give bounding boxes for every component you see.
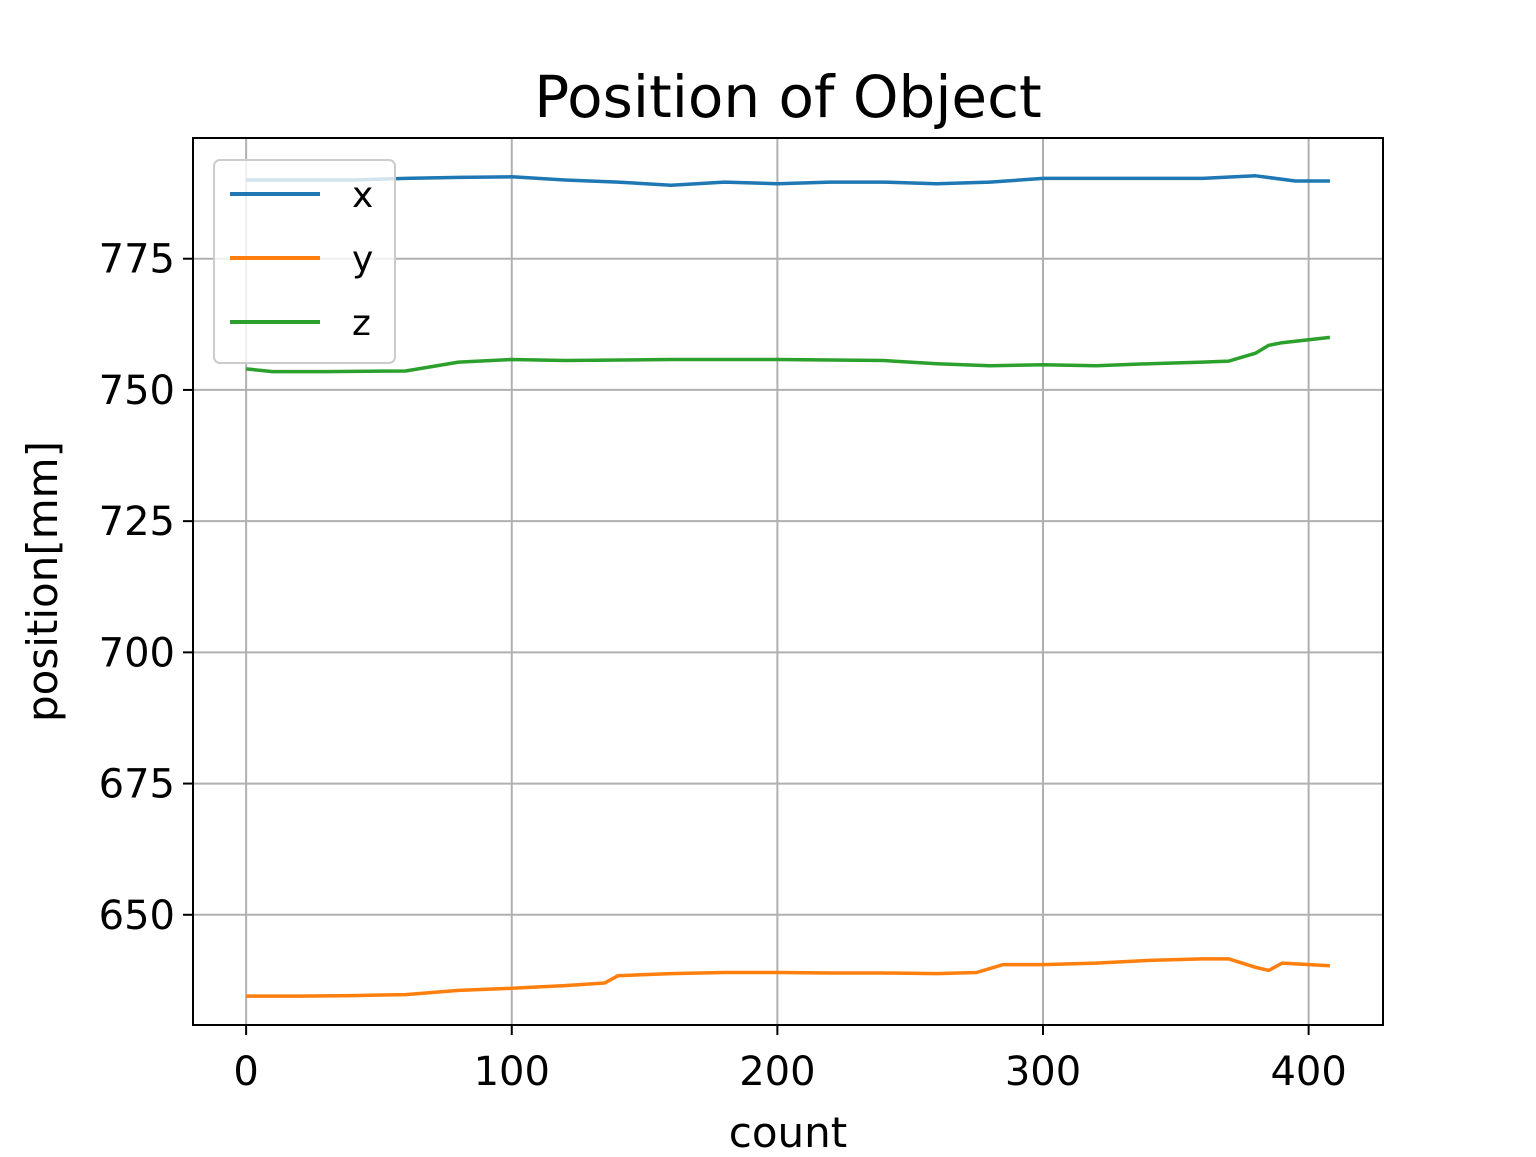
y-tick-label: 750 (99, 368, 175, 414)
series-lines (245, 174, 1331, 998)
plot-area-frame (192, 137, 1384, 1026)
legend-label-x: x (352, 175, 373, 216)
x-tick-label: 100 (474, 1049, 550, 1095)
x-tick-label: 0 (233, 1049, 258, 1095)
legend-label-z: z (352, 303, 371, 344)
y-tick-label: 700 (99, 630, 175, 676)
y-tick-label: 650 (99, 893, 175, 939)
legend-box (213, 159, 396, 364)
y-tick-label: 675 (99, 762, 175, 808)
axis-ticks: 0 100 200 300 400 650 675 700 725 750 775 (99, 237, 1347, 1095)
legend-label-y: y (352, 239, 373, 280)
legend: xyz (213, 159, 396, 364)
y-tick-label: 725 (99, 499, 175, 545)
y-tick-label: 775 (99, 237, 175, 283)
x-tick-label: 300 (1005, 1049, 1081, 1095)
y-axis-label: position[mm] (18, 441, 67, 722)
x-axis-label: count (729, 1108, 848, 1152)
x-tick-label: 200 (739, 1049, 815, 1095)
x-tick-label: 400 (1270, 1049, 1346, 1095)
series-line-z (245, 335, 1331, 374)
series-line-x (246, 174, 1330, 187)
series-line-y (246, 957, 1330, 998)
chart-title: Position of Object (534, 63, 1042, 131)
